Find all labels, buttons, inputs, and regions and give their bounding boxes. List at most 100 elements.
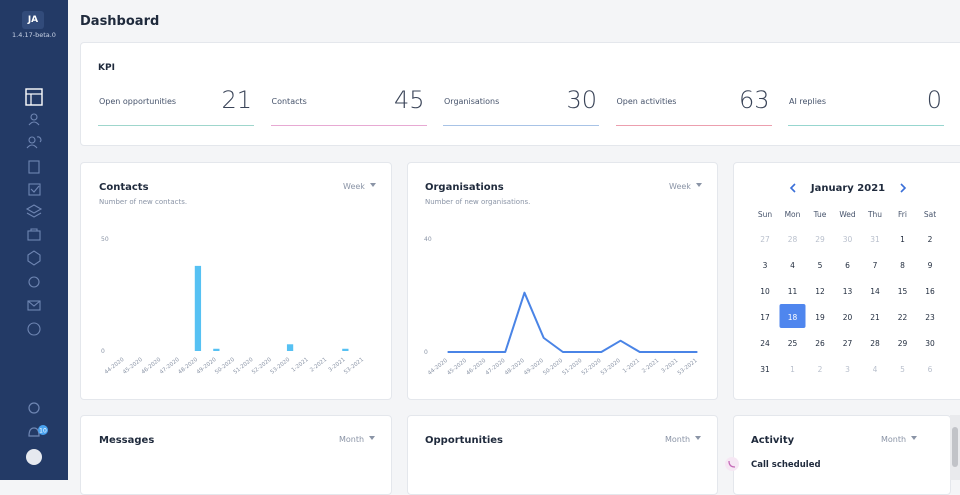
kpi-value: 63 [738, 86, 770, 114]
version: 1.4.17-beta.0 [12, 31, 56, 39]
user-initials[interactable]: JA [22, 11, 44, 29]
calendar-day[interactable]: 10 [760, 287, 770, 296]
x-tick-label: 53-2020 [600, 358, 622, 377]
calendar-day[interactable]: 29 [815, 235, 825, 244]
prev-month[interactable] [789, 183, 796, 193]
nav-messages[interactable] [27, 300, 41, 311]
x-tick-label: 46-2020 [465, 358, 487, 377]
nav-organisations[interactable] [28, 136, 36, 144]
weekday: Sun [758, 210, 773, 219]
calendar-day[interactable]: 9 [928, 261, 933, 270]
next-month[interactable] [900, 183, 907, 193]
kpi-label: Open activities [616, 97, 677, 106]
card-title: Contacts [99, 182, 149, 193]
calendar-day[interactable]: 30 [843, 235, 853, 244]
contacts-card: Contacts Number of new contacts. Week 0 5… [80, 162, 392, 400]
x-tick-label: 1-2021 [291, 357, 310, 374]
calendar-day[interactable]: 4 [790, 261, 795, 270]
calendar-day[interactable]: 6 [928, 365, 933, 374]
x-tick-label: 47-2020 [485, 358, 507, 377]
card-title: Organisations [425, 182, 504, 193]
calendar-day[interactable]: 27 [760, 235, 770, 244]
calendar-day[interactable]: 15 [898, 287, 908, 296]
nav-layers[interactable] [25, 204, 43, 218]
y-tick-label: 0 [101, 348, 105, 355]
calendar-day[interactable]: 1 [900, 235, 905, 244]
phone-icon [725, 457, 739, 471]
selected-day [779, 304, 806, 328]
period-dropdown[interactable]: Month [881, 435, 917, 444]
calendar-day[interactable]: 2 [928, 235, 933, 244]
calendar-day[interactable]: 4 [873, 365, 878, 374]
calendar-day[interactable]: 13 [843, 287, 853, 296]
calendar-day[interactable]: 14 [870, 287, 880, 296]
nav-ai[interactable] [28, 276, 40, 288]
calendar-day[interactable]: 5 [900, 365, 905, 374]
calendar-day[interactable]: 21 [870, 313, 880, 322]
calendar-day[interactable]: 20 [843, 313, 853, 322]
nav-box[interactable] [27, 250, 41, 266]
calendar-day[interactable]: 3 [845, 365, 850, 374]
kpi-item: AI replies 0 [788, 86, 944, 126]
calendar-month: January 2021 [810, 183, 885, 194]
organisations-card: Organisations Number of new organisation… [407, 162, 718, 400]
calendar-day[interactable]: 16 [925, 287, 935, 296]
calendar-day[interactable]: 7 [873, 261, 878, 270]
calendar-day[interactable]: 19 [815, 313, 825, 322]
calendar-day[interactable]: 28 [870, 339, 880, 348]
period-dropdown[interactable]: Week [669, 182, 702, 191]
weekday: Mon [785, 210, 801, 219]
calendar-day[interactable]: 24 [760, 339, 770, 348]
calendar-day[interactable]: 27 [843, 339, 853, 348]
user-avatar[interactable] [26, 449, 42, 465]
bar [213, 348, 220, 351]
activity-item[interactable]: Call scheduled [751, 460, 821, 470]
calendar-day[interactable]: 12 [815, 287, 825, 296]
x-tick-label: 49-2020 [523, 358, 545, 377]
calendar-day[interactable]: 2 [818, 365, 823, 374]
nav-dashboard[interactable] [25, 88, 43, 106]
kpi-value: 0 [926, 86, 942, 114]
calendar-day[interactable]: 31 [760, 365, 770, 374]
calendar-card: January 2021 Sun Mon Tue Wed Thu Fri Sat 27 28 29… [733, 162, 960, 400]
bell-icon[interactable] [28, 427, 40, 437]
calendar-day[interactable]: 5 [818, 261, 823, 270]
calendar-day[interactable]: 1 [790, 365, 795, 374]
weekday: Thu [867, 210, 882, 219]
scrollbar [950, 415, 960, 480]
calendar-day[interactable]: 3 [763, 261, 768, 270]
calendar-day[interactable]: 11 [788, 287, 798, 296]
nav-briefcase[interactable] [27, 230, 41, 241]
calendar-day[interactable]: 30 [925, 339, 935, 348]
kpi-label: Contacts [271, 97, 307, 106]
calendar-day[interactable]: 17 [760, 313, 770, 322]
nav-documents[interactable] [28, 160, 40, 174]
calendar-day[interactable]: 25 [788, 339, 798, 348]
weekday: Tue [813, 210, 827, 219]
card-subtitle: Number of new contacts. [99, 198, 188, 206]
calendar-day[interactable]: 6 [845, 261, 850, 270]
calendar-day[interactable]: 26 [815, 339, 825, 348]
settings-icon[interactable] [28, 402, 40, 414]
calendar-day[interactable]: 23 [925, 313, 935, 322]
period-dropdown[interactable]: Month [665, 435, 701, 444]
calendar-day[interactable]: 31 [870, 235, 880, 244]
period-dropdown[interactable]: Week [343, 182, 376, 191]
nav-icons [25, 88, 43, 336]
nav-help[interactable] [27, 322, 41, 336]
sidebar: JA 1.4.17-beta.0 10 [0, 0, 68, 480]
sidebar-bottom: 10 [26, 402, 48, 465]
nav-tasks[interactable] [28, 183, 41, 196]
calendar-day[interactable]: 29 [898, 339, 908, 348]
x-tick-label: 48-2020 [504, 358, 526, 377]
period-dropdown[interactable]: Month [339, 435, 375, 444]
kpi-value: 45 [393, 86, 425, 114]
calendar-day[interactable]: 8 [900, 261, 905, 270]
x-tick-label: 50-2020 [542, 358, 564, 377]
x-tick-label: 53-2021 [343, 357, 365, 376]
calendar-day[interactable]: 28 [788, 235, 798, 244]
calendar-day[interactable]: 22 [898, 313, 908, 322]
calendar-day[interactable]: 18 [788, 313, 798, 322]
nav-contacts[interactable] [30, 113, 38, 121]
